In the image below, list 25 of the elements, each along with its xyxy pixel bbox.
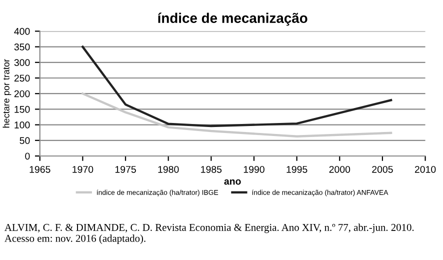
- x-tick-label: 2005: [372, 166, 393, 173]
- y-tick-label: 300: [14, 59, 30, 66]
- x-tick-label: 2010: [414, 166, 436, 173]
- x-axis-title: ano: [224, 179, 241, 185]
- y-tick-label: 250: [14, 74, 30, 82]
- y-tick-label: 100: [14, 122, 30, 128]
- x-tick-label: 1970: [72, 166, 94, 173]
- x-tick-label: 1975: [115, 166, 136, 173]
- x-tick-label: 1990: [244, 166, 264, 173]
- y-tick-label: 150: [14, 106, 30, 113]
- y-tick-label: 400: [14, 28, 30, 35]
- y-tick-label: 200: [14, 90, 30, 98]
- x-tick-label: 1980: [158, 166, 179, 173]
- y-tick-label: 350: [14, 44, 30, 50]
- x-tick-label: 1965: [30, 166, 50, 173]
- chart-title: índice de mecanização: [158, 12, 308, 26]
- x-tick-label: 1985: [201, 166, 222, 173]
- line-series: [82, 46, 392, 128]
- x-tick-label: 2000: [329, 166, 350, 173]
- text: ALVIM, C. F. & DIMANDE, C. D. Revista Economia & Energia. Ano XIV, n.º 77, abr.-jun. 2010. Acesso em: nov. 2016 (adaptado).: [4, 224, 414, 244]
- y-tick-label: 50: [20, 137, 30, 144]
- y-axis-title: hectare por trator: [2, 59, 12, 128]
- line-series: [82, 92, 392, 138]
- y-tick-label: 0: [25, 152, 30, 160]
- x-tick-label: 1995: [286, 166, 308, 173]
